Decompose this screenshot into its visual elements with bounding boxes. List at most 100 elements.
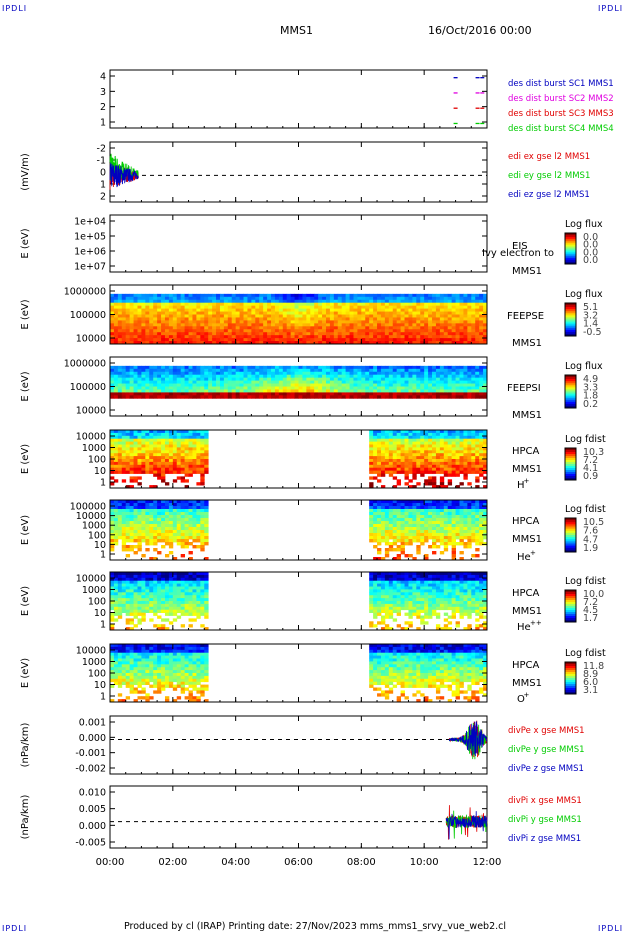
feepse-cell [325,335,331,339]
feepse-cell [455,341,460,345]
feepsi-cell [231,383,237,387]
feepse-cell [184,296,189,301]
hpca_he-cell [428,530,433,534]
hpca_he-cell [188,521,193,525]
hpca_h-cell [176,453,182,457]
hpca_he-cell [161,530,166,534]
feepse-cell [278,308,284,312]
feepse-cell [377,311,382,315]
feepsi-cell [483,368,488,373]
hpca_he-cell [204,515,209,519]
hpca_h-cell [373,453,378,457]
hpca_he-cell [137,521,142,525]
feepse-cell [380,326,386,330]
feepsi-cell [392,389,398,393]
hpca_he-cell [388,515,394,519]
feepse-cell [271,317,276,321]
hpca_h-cell [424,479,429,483]
feepse-cell [251,293,256,298]
hpca_h-cell [463,470,468,474]
feepse-cell [471,320,476,324]
hpca_he-cell [384,530,390,534]
feepse-cell [219,329,225,333]
hpca_h-cell [447,470,453,474]
feepse-cell [475,323,480,327]
hpca_h-cell [176,450,182,454]
feepse-cell [463,311,468,315]
feepse-cell [357,329,362,333]
feepse-cell [157,311,162,315]
hpca_he-cell [392,509,398,513]
feepse-cell [243,341,248,345]
hpca_h-cell [172,441,178,445]
hpca_h-cell [180,444,186,448]
feepsi-cell [341,380,347,384]
feepse-cell [180,311,186,315]
feepse-cell [149,299,154,304]
feepsi-cell [388,395,394,399]
hpca_he-cell [404,503,409,507]
hpca_he-cell [204,542,209,546]
hpca_he-cell [377,536,382,540]
hpca_he-cell [192,500,197,504]
feepsi-cell [463,386,468,390]
feepsi-cell [180,383,186,387]
hpca_he-cbar-swatch [565,535,576,538]
feepsi-cell [145,383,150,387]
feepse-cell [121,341,127,345]
feepse-cell [121,332,127,336]
hpca_he-cell [204,527,209,531]
hpca_h-cell [121,456,127,460]
feepsi-cell [172,368,178,373]
feepse-cell [298,302,303,307]
feepse-cell [267,299,272,304]
hpca_he-cell [129,536,134,540]
feepsi-cell [483,389,488,393]
feepsi-cell [306,377,311,381]
hpca_h-cell [475,441,480,445]
feepse-cell [310,332,315,336]
feepsi-cell [212,374,217,379]
hpca_he-cell [471,515,476,519]
feepse-cell [153,338,158,342]
hpca_h-cell [168,450,174,454]
hpca_he-cell [447,524,453,528]
feepsi-cell [145,368,150,373]
hpca_he-cell [141,536,146,540]
feepsi-cell [333,389,339,393]
feepse-cell [271,332,276,336]
feepse-cell [274,332,280,336]
feepse-cell [361,314,366,318]
feepsi-cell [447,386,453,390]
feepsi-cell [428,395,433,399]
feepse-cell [420,338,425,342]
feepse-cell [420,305,425,309]
feepsi-cell [200,389,205,393]
feepsi-cell [416,377,421,381]
hpca_h-cell [416,467,421,471]
feepse-cell [216,326,221,330]
hpca_he-cell [451,509,456,513]
feepsi-cbar-swatch [565,403,576,407]
feepse-cell [188,302,193,307]
corner-label-top-right: IPDLI [598,4,624,13]
hpca_h-cell [455,485,460,489]
hpca_he-cell [121,506,127,510]
feepsi-cell [129,389,134,393]
feepsi-cell [380,374,386,379]
feepsi-cell [475,380,480,384]
hpca_h-cell [412,453,417,457]
feepse-cell [380,305,386,309]
feepsi-cell [137,389,142,393]
feepse-cell [157,302,162,307]
feepsi-cell [290,395,295,399]
feepsi-cell [404,383,409,387]
hpca_h-cell [157,464,162,469]
feepse-cell [365,332,370,336]
feepse-cell [282,305,288,309]
feepse-cell [204,332,209,336]
feepse-cell [412,335,417,339]
feepse-cell [455,314,460,318]
hpca_he-cell [110,509,115,513]
hpca_he-cell [447,539,453,543]
